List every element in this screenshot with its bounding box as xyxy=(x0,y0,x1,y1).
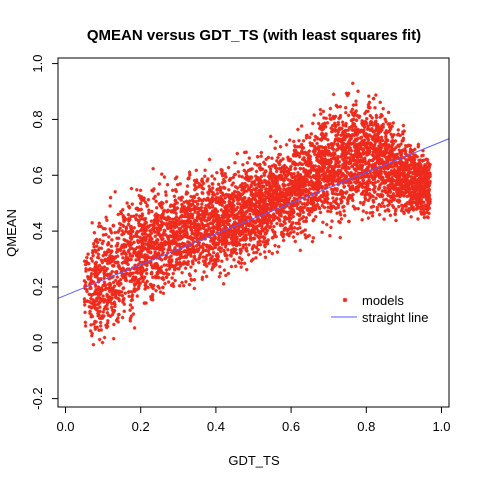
legend-label-models: models xyxy=(362,293,404,308)
y-tick-label: 1.0 xyxy=(30,55,45,73)
x-tick-label: 0.6 xyxy=(282,419,300,434)
y-tick-label: 0.0 xyxy=(30,334,45,352)
models-points xyxy=(82,81,432,347)
models-points-layer xyxy=(82,81,432,347)
y-tick-label: -0.2 xyxy=(30,387,45,409)
y-axis: -0.2 0.0 0.2 0.4 0.6 0.8 1.0 xyxy=(30,55,59,410)
x-tick-label: 0.4 xyxy=(207,419,225,434)
x-axis-label: GDT_TS xyxy=(228,453,280,468)
y-tick-label: 0.2 xyxy=(30,278,45,296)
x-tick-label: 1.0 xyxy=(432,419,450,434)
least-squares-line xyxy=(58,138,449,299)
y-tick-label: 0.8 xyxy=(30,110,45,128)
y-tick-label: 0.6 xyxy=(30,166,45,184)
x-tick-label: 0.8 xyxy=(357,419,375,434)
x-tick-label: 0.2 xyxy=(132,419,150,434)
legend-label-straight-line: straight line xyxy=(362,310,428,325)
x-axis: 0.0 0.2 0.4 0.6 0.8 1.0 xyxy=(56,406,451,434)
y-axis-label: QMEAN xyxy=(4,209,19,257)
legend: models straight line xyxy=(331,293,428,325)
chart-title: QMEAN versus GDT_TS (with least squares … xyxy=(87,27,421,44)
legend-marker-models xyxy=(342,297,348,303)
y-tick-label: 0.4 xyxy=(30,222,45,240)
x-tick-label: 0.0 xyxy=(56,419,74,434)
fit-line-layer xyxy=(58,138,449,299)
